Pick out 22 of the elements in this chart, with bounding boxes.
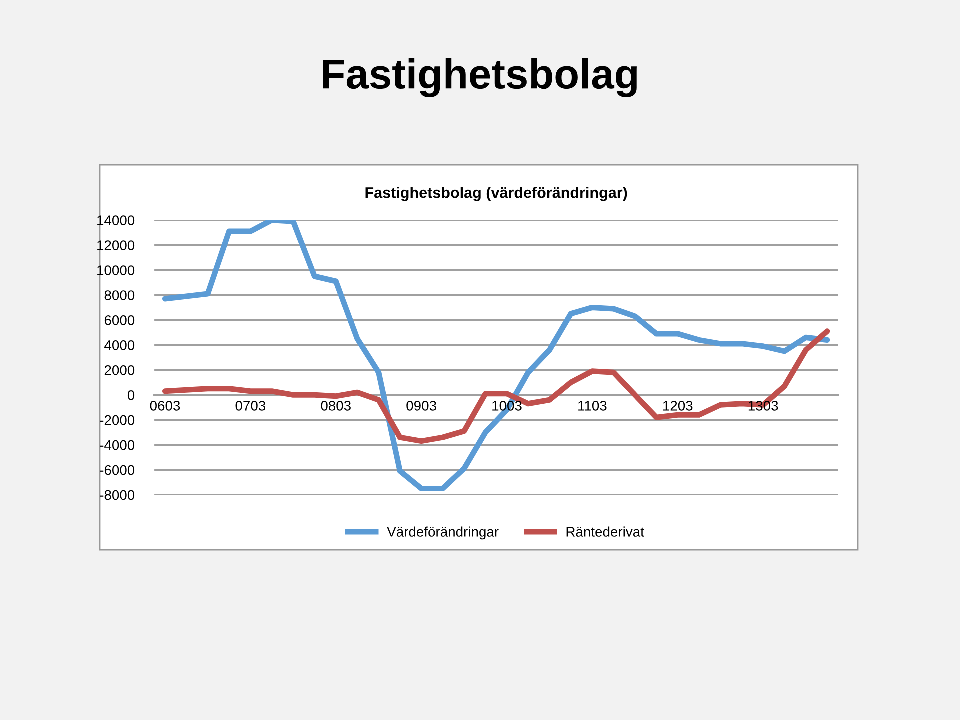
chart-title: Fastighetsbolag — [323, 58, 637, 98]
y-tick-label: 12000 — [98, 240, 135, 250]
y-tick-label: 10000 — [98, 266, 135, 276]
x-tick-label: 0803 — [321, 401, 351, 411]
y-tick-label: 14000 — [98, 216, 135, 226]
x-tick-label: 1203 — [663, 401, 693, 411]
y-tick-label: 0 — [128, 390, 135, 400]
y-tick-label: -4000 — [100, 440, 135, 450]
y-tick-label: 6000 — [104, 316, 135, 326]
y-tick-label: 8000 — [104, 290, 135, 300]
x-tick-label: 0703 — [236, 401, 266, 411]
chart-subtitle: Fastighetsbolag (värdeförändringar) — [366, 187, 628, 202]
x-tick-label: 1103 — [578, 401, 607, 411]
x-tick-label: 0903 — [406, 401, 436, 411]
legend-label: Räntederivat — [566, 526, 644, 537]
x-tick-label: 0603 — [150, 401, 180, 411]
y-tick-label: 2000 — [104, 365, 135, 376]
y-tick-label: -6000 — [100, 465, 135, 476]
y-tick-label: 4000 — [104, 340, 135, 350]
y-tick-label: -8000 — [100, 490, 135, 500]
legend-label: Värdeförändringar — [387, 526, 499, 540]
y-tick-label: -2000 — [100, 415, 135, 426]
